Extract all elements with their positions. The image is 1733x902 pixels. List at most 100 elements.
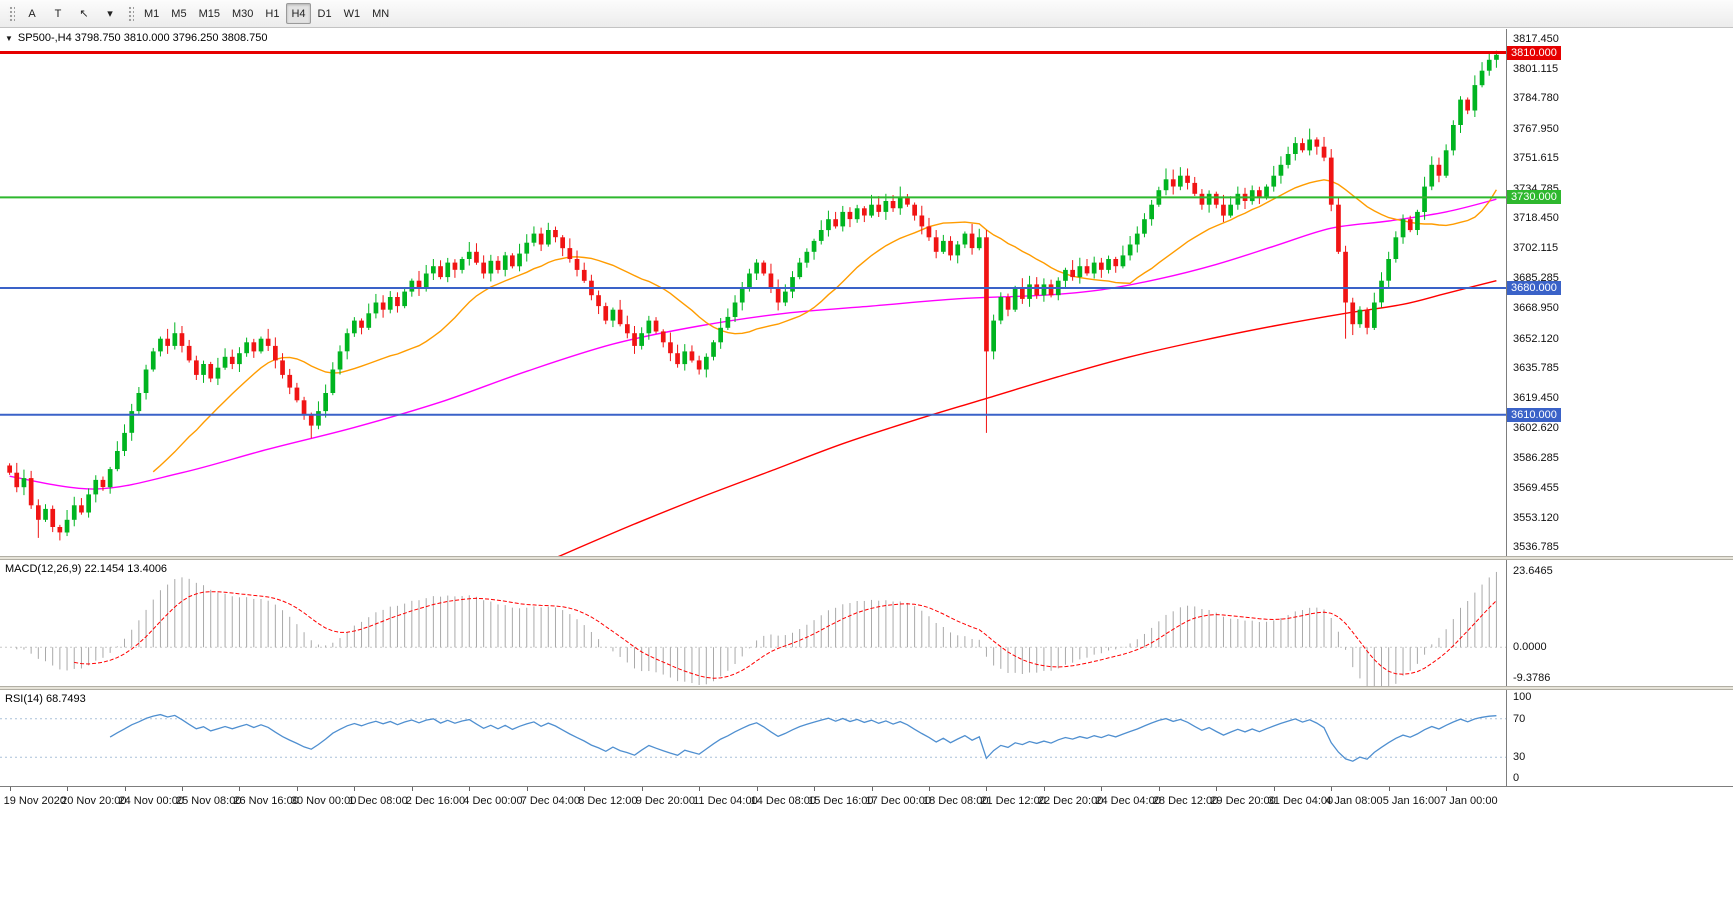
candle — [660, 329, 666, 348]
timeframe-button-m30[interactable]: M30 — [231, 7, 254, 20]
candle — [754, 259, 759, 281]
candle — [201, 360, 206, 383]
candle — [826, 210, 831, 237]
candle — [1084, 258, 1090, 276]
timeframe-button-m1[interactable]: M1 — [144, 7, 160, 20]
panel-splitter[interactable] — [0, 686, 1733, 690]
one-click-trading-icon[interactable]: ▼ — [5, 33, 13, 43]
tools-dropdown[interactable]: ▾ — [107, 8, 113, 20]
candle — [122, 424, 127, 457]
time-axis-label: 17 Dec 00:00 — [865, 795, 931, 807]
toolbar: A T ↖ ▾ M1 M5 M15 M30 H1 H4 D1 W1 MN — [0, 0, 1733, 28]
candle — [739, 281, 745, 311]
price-axis-label: 3569.455 — [1513, 482, 1559, 495]
main-chart-canvas[interactable] — [0, 29, 1506, 556]
timeframe-button-h1[interactable]: H1 — [265, 7, 280, 20]
text-label-tool[interactable]: T — [54, 7, 62, 20]
timeframe-button-d1[interactable]: D1 — [317, 7, 332, 20]
candle — [1278, 156, 1284, 184]
rsi-canvas[interactable] — [0, 690, 1506, 786]
panel-splitter[interactable] — [0, 556, 1733, 560]
time-axis-tick — [929, 787, 930, 791]
macd-scale[interactable]: 23.6465 0.0000 -9.3786 — [1506, 560, 1733, 686]
time-axis-tick — [67, 787, 69, 791]
candle — [962, 231, 968, 249]
candle — [617, 299, 623, 327]
price-scale[interactable]: 3817.450 3801.115 3784.780 3767.950 3751.615… — [1506, 29, 1733, 556]
candle — [459, 256, 465, 274]
macd-canvas[interactable] — [0, 560, 1506, 686]
candle — [984, 230, 989, 433]
candle — [1020, 278, 1025, 304]
candle — [50, 505, 56, 533]
candle — [976, 228, 982, 251]
candle — [495, 256, 501, 274]
candle — [337, 345, 343, 375]
text-tool[interactable]: A — [28, 7, 36, 20]
price-axis-label: 3635.785 — [1513, 362, 1559, 374]
candle — [14, 462, 20, 493]
candle — [301, 396, 307, 420]
candle — [732, 295, 738, 323]
candle — [1293, 137, 1298, 161]
candle — [632, 326, 637, 354]
candle — [625, 315, 630, 339]
candle — [876, 196, 882, 217]
price-axis-label: 3817.450 — [1513, 33, 1559, 46]
time-axis-tick — [469, 787, 471, 791]
timeframe-button-m5[interactable]: M5 — [171, 7, 187, 20]
candle — [1415, 209, 1420, 236]
candle — [474, 243, 479, 265]
toolbar-grip[interactable] — [8, 4, 15, 23]
price-axis-label: 3702.115 — [1513, 241, 1559, 254]
candle — [481, 255, 486, 279]
price-axis-label: 3553.120 — [1513, 511, 1559, 524]
timeframe-group: M1 M5 M15 M30 H1 H4 D1 W1 MN — [138, 3, 395, 24]
time-axis-tick — [1446, 787, 1448, 791]
candle — [129, 403, 135, 441]
candle — [833, 211, 838, 229]
candle — [1005, 293, 1011, 317]
candle — [1386, 251, 1391, 289]
ma-slow-line — [557, 280, 1497, 556]
candle — [1221, 194, 1226, 223]
candle — [531, 226, 537, 247]
timeframe-button-mn[interactable]: MN — [372, 7, 390, 20]
candle — [1027, 275, 1032, 307]
candle — [1321, 136, 1327, 162]
candle — [373, 293, 379, 319]
candle — [416, 270, 422, 296]
timeframe-button-m15[interactable]: M15 — [198, 7, 220, 20]
candle — [344, 328, 350, 360]
timeframe-button-w1[interactable]: W1 — [343, 7, 361, 20]
candle — [1364, 307, 1370, 335]
time-axis[interactable]: 19 Nov 2020 20 Nov 20:00 24 Nov 00:00 25 No… — [0, 786, 1733, 816]
candle — [445, 257, 451, 283]
price-axis-label: 3718.450 — [1513, 212, 1559, 225]
time-axis-label: 24 Dec 04:00 — [1095, 795, 1161, 807]
price-axis-label: 3602.620 — [1513, 422, 1559, 435]
candle — [21, 469, 27, 496]
timeframe-button-h4[interactable]: H4 — [286, 3, 311, 24]
time-axis-tick — [871, 787, 873, 791]
candle — [1407, 215, 1413, 233]
candle — [1372, 292, 1377, 330]
candle — [36, 499, 41, 538]
rsi-scale[interactable]: 100 70 30 0 — [1506, 690, 1733, 786]
time-axis-tick — [1216, 787, 1218, 791]
time-axis-tick — [986, 787, 988, 791]
toolbar-grip[interactable] — [127, 4, 134, 23]
candle — [596, 290, 601, 315]
candle — [395, 292, 400, 313]
candle — [194, 355, 199, 380]
cursor-tool[interactable]: ↖ — [79, 8, 89, 20]
candle — [165, 328, 170, 354]
candle — [1163, 168, 1169, 196]
candle — [567, 238, 573, 263]
time-axis-label: 24 Nov 00:00 — [118, 795, 184, 807]
candle — [560, 235, 565, 257]
time-axis-label: 4 Dec 00:00 — [463, 795, 523, 807]
candle — [1099, 257, 1104, 278]
price-badge: 3730.000 — [1507, 190, 1561, 205]
